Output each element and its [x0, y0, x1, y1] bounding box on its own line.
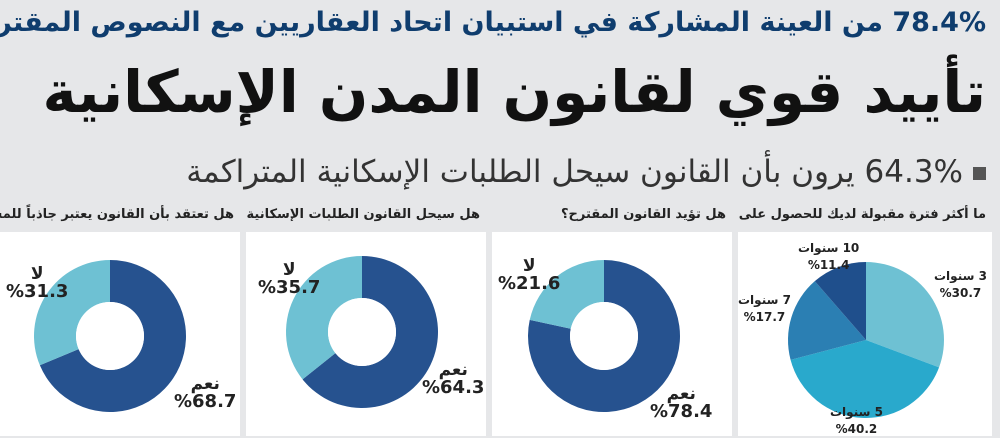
slice-percent: %21.6: [498, 273, 561, 294]
pie-slice: [788, 281, 866, 360]
slice-label: نعم %78.4: [650, 384, 713, 422]
slice-category: لا: [282, 260, 296, 280]
chart-panel-support: هل تؤيد القانون المقترح؟ نعم %78.4 لا %21.…: [492, 198, 732, 436]
slice-label: نعم %68.7: [174, 374, 237, 412]
slice-label: نعم %64.3: [422, 360, 485, 398]
chart-title: هل سيحل القانون الطلبات الإسكانية المترا…: [246, 198, 486, 232]
pie-slice: [528, 260, 680, 412]
chart-title: هل تؤيد القانون المقترح؟: [492, 198, 732, 232]
chart-panel-foreign-investor: هل تعتقد بأن القانون يعتبر جاذباً للمستث…: [0, 198, 240, 436]
pie-slice: [33, 260, 110, 366]
pie-slice: [529, 260, 604, 329]
pie-slice: [286, 256, 362, 380]
slice-category: لا: [522, 256, 536, 276]
slice-label: 7 سنوات %17.7: [738, 292, 791, 326]
pie-slice: [866, 262, 944, 368]
chart-svg: [33, 260, 186, 412]
slice-percent: %40.2: [835, 422, 878, 436]
slice-label: لا %31.3: [6, 264, 69, 302]
slice-category: لا: [30, 264, 44, 284]
chart-title: هل تعتقد بأن القانون يعتبر جاذباً للمستث…: [0, 198, 240, 232]
chart-svg: [528, 260, 680, 412]
slice-category: نعم: [190, 374, 220, 394]
chart-title: ما أكثر فترة مقبولة لديك للحصول على السك…: [738, 198, 992, 232]
slice-percent: %11.4: [807, 258, 850, 272]
slice-category: نعم: [438, 360, 468, 380]
slice-percent: %78.4: [650, 401, 713, 422]
slice-category: 3 سنوات: [934, 269, 987, 283]
slice-label: 5 سنوات %40.2: [830, 404, 883, 438]
pie-slice: [790, 340, 940, 419]
slice-percent: %17.7: [743, 310, 786, 324]
slice-category: نعم: [666, 384, 696, 404]
slice-percent: %68.7: [174, 391, 237, 412]
headline: تأييد قوي لقانون المدن الإسكانية: [42, 58, 986, 126]
slice-category: 10 سنوات: [798, 241, 860, 255]
slice-percent: %31.3: [6, 281, 69, 302]
subtitle-text: 64.3% يرون بأن القانون سيحل الطلبات الإس…: [186, 154, 963, 190]
slice-category: 5 سنوات: [830, 405, 883, 419]
donut-hole: [328, 298, 396, 366]
donut-hole: [76, 302, 144, 370]
slice-percent: %35.7: [258, 277, 321, 298]
pie-slice: [302, 256, 438, 408]
supertitle: 78.4% من العينة المشاركة في استبيان اتحا…: [0, 7, 986, 38]
chart-svg: [788, 262, 944, 419]
bullet-square-icon: [973, 167, 986, 180]
slice-label: 10 سنوات %11.4: [798, 240, 859, 274]
chart-svg: [286, 256, 438, 408]
slice-percent: %64.3: [422, 377, 485, 398]
donut-hole: [570, 302, 638, 370]
slice-percent: %30.7: [939, 286, 982, 300]
slice-label: لا %21.6: [498, 256, 561, 294]
subtitle: 64.3% يرون بأن القانون سيحل الطلبات الإس…: [10, 150, 986, 194]
pie-slice: [39, 260, 186, 412]
slice-label: 3 سنوات %30.7: [934, 268, 987, 302]
slice-category: 7 سنوات: [738, 293, 791, 307]
slice-label: لا %35.7: [258, 260, 321, 298]
chart-panel-backlog: هل سيحل القانون الطلبات الإسكانية المترا…: [246, 198, 486, 436]
pie-slice: [814, 262, 866, 340]
chart-panel-housing-period: ما أكثر فترة مقبولة لديك للحصول على السك…: [738, 198, 992, 436]
